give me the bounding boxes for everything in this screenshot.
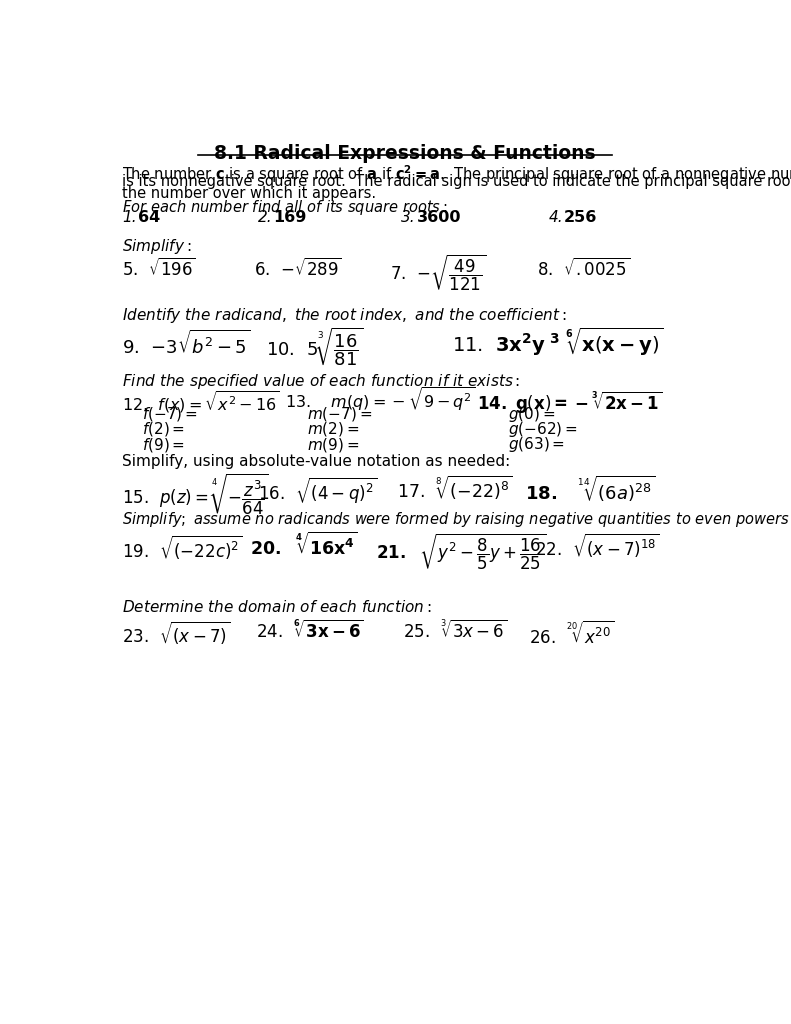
Text: 169: 169 [273, 210, 307, 225]
Text: 5.  $\sqrt{196}$: 5. $\sqrt{196}$ [122, 258, 196, 280]
Text: is its nonnegative square root.  The radical sign is used to indicate the princi: is its nonnegative square root. The radi… [122, 174, 791, 189]
Text: 26.  $\sqrt[20]{x^{20}}$: 26. $\sqrt[20]{x^{20}}$ [529, 621, 614, 647]
Text: $\mathbf{14.\ g\left(x\right)=-\sqrt[3]{2x-1}}$: $\mathbf{14.\ g\left(x\right)=-\sqrt[3]{… [477, 389, 663, 416]
Text: The number $\bf{c}$ is a square root of $\bf{a}$ if $\bf{c^2 = a}$.  The princip: The number $\bf{c}$ is a square root of … [122, 163, 791, 184]
Text: $\mathbf{20.}$  $\mathbf{\sqrt[4]{16x^4}}$: $\mathbf{20.}$ $\mathbf{\sqrt[4]{16x^4}}… [250, 531, 358, 559]
Text: $f\left(-7\right)=$: $f\left(-7\right)=$ [142, 404, 197, 423]
Text: $\it{Identify\ the\ radicand,\ the\ root\ index,\ and\ the\ coefficient:}$: $\it{Identify\ the\ radicand,\ the\ root… [122, 306, 566, 326]
Text: 15.  $p\left(z\right)=\sqrt[4]{-\dfrac{z^3}{64}}$: 15. $p\left(z\right)=\sqrt[4]{-\dfrac{z^… [122, 472, 269, 517]
Text: 12.  $f\left(x\right)=\sqrt{x^2-16}$: 12. $f\left(x\right)=\sqrt{x^2-16}$ [122, 389, 280, 416]
Text: $m\left(2\right)=$: $m\left(2\right)=$ [307, 420, 359, 438]
Text: 17.  $\sqrt[8]{\left(-22\right)^8}$: 17. $\sqrt[8]{\left(-22\right)^8}$ [397, 474, 513, 503]
Text: $\mathbf{18.}$   $\sqrt[14]{\left(6a\right)^{28}}$: $\mathbf{18.}$ $\sqrt[14]{\left(6a\right… [525, 473, 655, 504]
Text: $f\left(9\right)=$: $f\left(9\right)=$ [142, 435, 184, 454]
Text: 2.: 2. [258, 210, 272, 225]
Text: 11.  $\mathbf{3x^2y^{\ 3}\ \sqrt[6]{x\left(x-y\right)}}$: 11. $\mathbf{3x^2y^{\ 3}\ \sqrt[6]{x\lef… [452, 326, 663, 357]
Text: $g\left(63\right)=$: $g\left(63\right)=$ [508, 435, 565, 455]
Text: 10.  $5\sqrt[3]{\dfrac{16}{81}}$: 10. $5\sqrt[3]{\dfrac{16}{81}}$ [266, 326, 363, 368]
Text: $\it{For\ each\ number\ find\ all\ of\ its\ square\ roots:}$: $\it{For\ each\ number\ find\ all\ of\ i… [122, 198, 448, 216]
Text: $f\left(2\right)=$: $f\left(2\right)=$ [142, 420, 184, 438]
Text: 8.1 Radical Expressions & Functions: 8.1 Radical Expressions & Functions [214, 144, 596, 164]
Text: 16.  $\sqrt{\left(4-q\right)^2}$: 16. $\sqrt{\left(4-q\right)^2}$ [258, 475, 377, 506]
Text: $g\left(-62\right)=$: $g\left(-62\right)=$ [508, 420, 578, 439]
Text: 24.  $\mathbf{\sqrt[6]{3x-6}}$: 24. $\mathbf{\sqrt[6]{3x-6}}$ [256, 621, 364, 642]
Text: 4.: 4. [548, 210, 563, 225]
Text: 9.  $-3\sqrt{b^2-5}$: 9. $-3\sqrt{b^2-5}$ [122, 330, 251, 357]
Text: 1.: 1. [122, 210, 137, 225]
Text: $\it{Determine\ the\ domain\ of\ each\ function:}$: $\it{Determine\ the\ domain\ of\ each\ f… [122, 599, 432, 614]
Text: 8.  $\sqrt{.0025}$: 8. $\sqrt{.0025}$ [537, 258, 630, 280]
Text: $\it{Simplify:}$: $\it{Simplify:}$ [122, 237, 191, 256]
Text: $m\left(-7\right)=$: $m\left(-7\right)=$ [307, 404, 372, 423]
Text: 3.: 3. [401, 210, 416, 225]
Text: 23.  $\sqrt{\left(x-7\right)}$: 23. $\sqrt{\left(x-7\right)}$ [122, 621, 230, 647]
Text: $\it{Find\ the\ specified\ value\ of\ each\ function\ if\ it\ exists:}$: $\it{Find\ the\ specified\ value\ of\ ea… [122, 372, 520, 390]
Text: 64: 64 [138, 210, 160, 225]
Text: 13.    $m(q)=-\sqrt{9-q^2}$: 13. $m(q)=-\sqrt{9-q^2}$ [285, 385, 475, 414]
Text: 256: 256 [564, 210, 597, 225]
Text: $\it{Simplify;\ assume\ no\ radicands\ were\ formed\ by\ raising\ negative\ quan: $\it{Simplify;\ assume\ no\ radicands\ w… [122, 510, 791, 529]
Text: 19.  $\sqrt{\left(-22c\right)^2}$: 19. $\sqrt{\left(-22c\right)^2}$ [122, 534, 243, 561]
Text: $\mathbf{21.}$  $\sqrt{y^2-\dfrac{8}{5}y+\dfrac{16}{25}}$: $\mathbf{21.}$ $\sqrt{y^2-\dfrac{8}{5}y+… [377, 531, 547, 572]
Text: $g\left(0\right)=$: $g\left(0\right)=$ [508, 404, 555, 424]
Text: $m\left(9\right)=$: $m\left(9\right)=$ [307, 435, 359, 454]
Text: the number over which it appears.: the number over which it appears. [122, 186, 377, 201]
Text: 3600: 3600 [417, 210, 461, 225]
Text: 7.  $-\sqrt{\dfrac{49}{121}}$: 7. $-\sqrt{\dfrac{49}{121}}$ [389, 252, 486, 293]
Text: 22.  $\sqrt{\left(x-7\right)^{18}}$: 22. $\sqrt{\left(x-7\right)^{18}}$ [536, 531, 660, 560]
Text: 6.  $-\sqrt{289}$: 6. $-\sqrt{289}$ [254, 258, 342, 280]
Text: Simplify, using absolute-value notation as needed:: Simplify, using absolute-value notation … [122, 454, 510, 469]
Text: 25.  $\sqrt[3]{3x-6}$: 25. $\sqrt[3]{3x-6}$ [403, 621, 508, 642]
